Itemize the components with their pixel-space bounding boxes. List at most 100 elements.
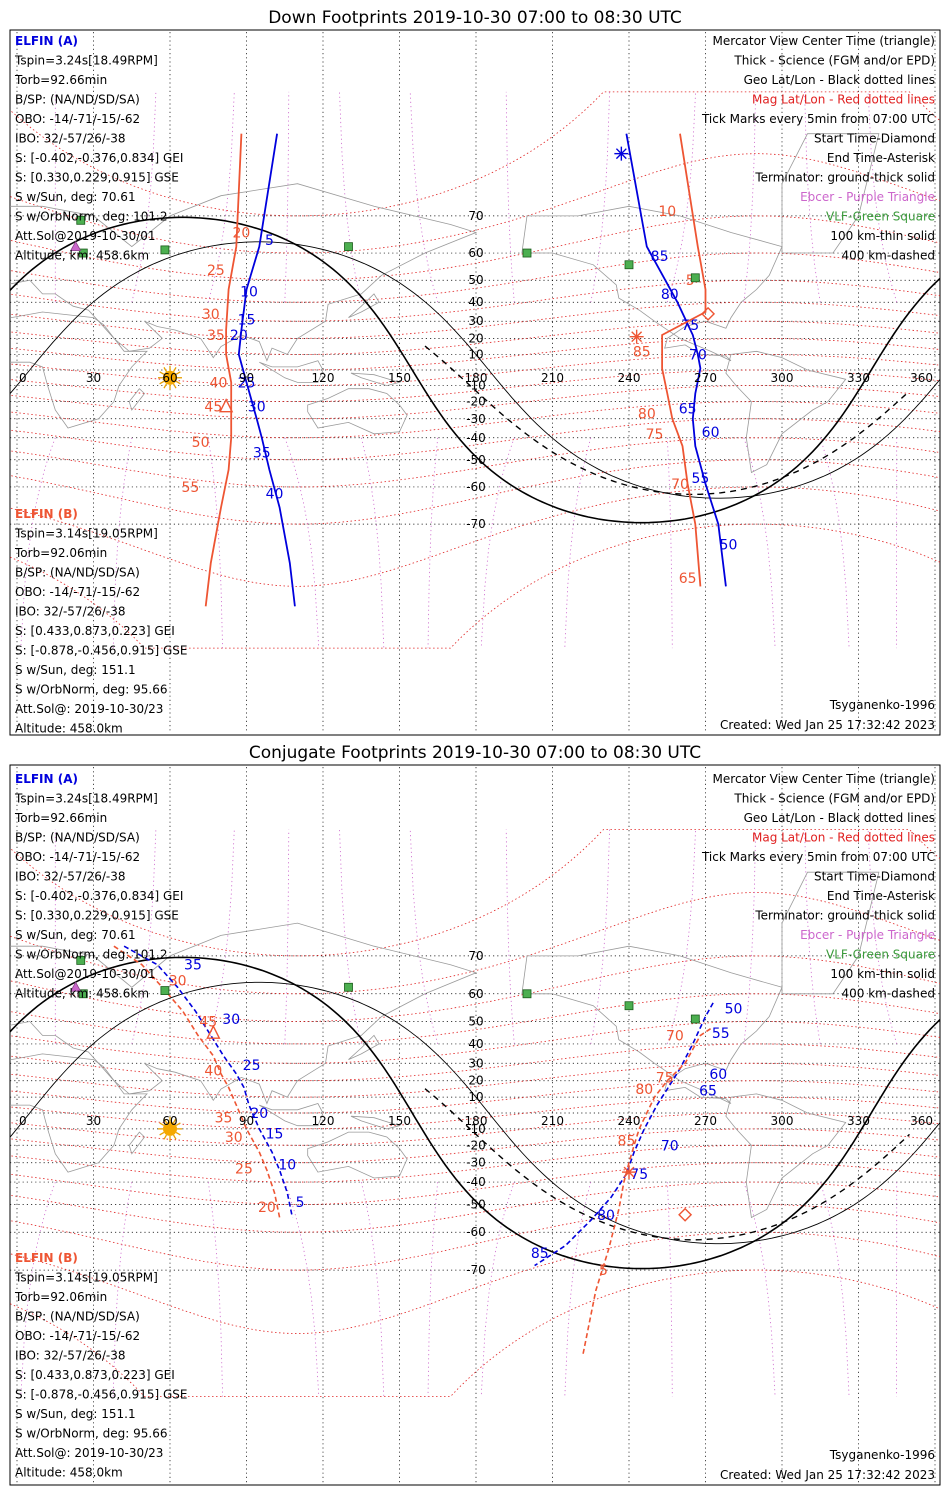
time-tick-label: 10 (658, 204, 676, 220)
x-tick-label: 330 (847, 1114, 870, 1128)
mag-meridian (284, 437, 320, 649)
elfin-a-info-line: Altitude, km: 458.6km (15, 249, 149, 263)
elfin-b-info-line: Torb=92.06min (14, 546, 107, 560)
time-tick-label: 30 (169, 973, 187, 989)
time-tick-label: 85 (618, 1133, 636, 1149)
time-tick-label: 40 (210, 375, 228, 391)
elfin-a-info-line: Torb=92.66min (14, 811, 107, 825)
time-tick-label: 60 (702, 425, 720, 441)
mag-meridian (284, 1181, 320, 1397)
terminator-layer (10, 216, 940, 524)
legend-entry: 100 km-thin solid (830, 967, 935, 981)
elfin-a-info-line: Tspin=3.24s[18.49RPM] (14, 792, 158, 806)
x-tick-label: 30 (86, 1114, 101, 1128)
y-tick-label: -50 (466, 1197, 486, 1211)
elfin-a-info-line: IBO: 32/-57/26/-38 (15, 132, 126, 146)
mag-meridian (480, 1181, 515, 1397)
mag-meridian (564, 1181, 592, 1397)
mag-meridian (284, 91, 290, 303)
elfin-a-info-line: Altitude, km: 458.6km (15, 987, 149, 1001)
elfin-a-info-line: S w/OrbNorm, deg: 101.2 (15, 948, 167, 962)
mag-meridian (867, 91, 898, 303)
x-tick-label: 30 (86, 371, 101, 385)
legend-entry: End Time-Asterisk (827, 889, 935, 903)
elfin-a-info-line: Att.Sol@2019-10-30/01 (15, 229, 156, 243)
legend-entry: Mag Lat/Lon - Red dotted lines (752, 831, 935, 845)
track-elfin-a (123, 945, 294, 1218)
elfin-b-info-line: S: [-0.878,-0.456,0.915] GSE (15, 644, 188, 658)
mag-meridian (427, 437, 439, 649)
x-tick-label: 180 (465, 1114, 488, 1128)
mag-parallel (10, 829, 940, 957)
terminator-100km (10, 981, 940, 1245)
coastline-layer (10, 133, 880, 474)
y-tick-label: -20 (466, 395, 486, 409)
legend-entry: Start Time-Diamond (814, 132, 935, 146)
mag-parallel (10, 1269, 940, 1397)
y-tick-label: -60 (466, 480, 486, 494)
time-tick-label: 30 (202, 307, 220, 323)
mag-meridian (666, 91, 696, 303)
coastline-layer (10, 871, 880, 1219)
elfin-b-info-line: B/SP: (NA/ND/SD/SA) (15, 1310, 140, 1324)
time-tick-label: 65 (679, 401, 697, 417)
elfin-a-info-line: Tspin=3.24s[18.49RPM] (14, 54, 158, 68)
x-tick-label: 60 (162, 1114, 177, 1128)
y-tick-label: -10 (466, 379, 486, 393)
elfin-a-info-line: S w/Sun, deg: 70.61 (15, 190, 136, 204)
elfin-b-info-line: B/SP: (NA/ND/SD/SA) (15, 566, 140, 580)
mag-meridian (207, 1182, 223, 1397)
mag-meridian (131, 829, 157, 1044)
coastline (10, 183, 478, 362)
time-tick-label: 20 (258, 1200, 276, 1216)
x-tick-label: 300 (771, 371, 794, 385)
y-tick-label: 10 (468, 1090, 483, 1104)
time-tick-label: 65 (699, 1084, 717, 1100)
terminator-400km (424, 345, 910, 496)
legend-entry: Mercator View Center Time (triangle) (713, 34, 935, 48)
created-timestamp: Created: Wed Jan 25 17:32:42 2023 (720, 718, 935, 732)
down-footprints-panel: Down Footprints 2019-10-30 07:00 to 08:3… (9, 8, 941, 736)
coastline (10, 922, 478, 1105)
x-tick-label: 180 (465, 371, 488, 385)
time-tick-label: 30 (248, 400, 266, 416)
time-tick-label: 55 (181, 480, 199, 496)
coastline (259, 360, 324, 383)
mag-meridian (505, 91, 515, 303)
coastline (350, 372, 401, 387)
mag-meridian (20, 1181, 56, 1397)
time-tick-label: 25 (238, 375, 256, 391)
mag-meridian (409, 91, 439, 303)
track-elfin-a (625, 133, 727, 587)
time-tick-label: 85 (531, 1246, 549, 1262)
annotation-layer: 0 30 60 90 120 150 180 210 240 270 300 330 360 -70 -60… (14, 772, 935, 1482)
elfin-b-header: ELFIN (B) (15, 1251, 78, 1265)
elfin-a-info-line: S: [0.330,0.229,0.915] GSE (15, 171, 179, 185)
y-tick-label: -70 (466, 1263, 486, 1277)
start-time-diamond (701, 306, 716, 321)
time-tick-label: 70 (671, 477, 689, 493)
elfin-b-info-line: OBO: -14/-71/-15/-62 (15, 1329, 140, 1343)
legend-entry: End Time-Asterisk (827, 151, 935, 165)
vlf-station-marker (624, 1001, 634, 1011)
y-tick-label: 70 (468, 949, 483, 963)
coastline (725, 350, 847, 474)
x-tick-label: 300 (771, 1114, 794, 1128)
time-tick-label: 15 (238, 312, 256, 328)
time-tick-label: 20 (232, 225, 250, 241)
y-tick-label: 40 (468, 295, 483, 309)
y-tick-label: 30 (468, 1056, 483, 1070)
elfin-b-info-line: IBO: 32/-57/26/-38 (15, 1349, 126, 1363)
mag-meridian (743, 91, 756, 303)
elfin-a-header: ELFIN (A) (15, 772, 78, 786)
time-tick-label: 20 (230, 328, 248, 344)
elfin-b-info-line: Tspin=3.14s[19.05RPM] (14, 1271, 158, 1285)
y-tick-label: 20 (468, 331, 483, 345)
model-label: Tsyganenko-1996 (829, 698, 935, 712)
sun-icon (158, 365, 182, 390)
legend-entry: 400 km-dashed (841, 249, 935, 263)
y-tick-label: 70 (468, 209, 483, 223)
annotation-layer: 0 30 60 90 120 150 180 210 240 270 300 330 360 -70 -60… (14, 34, 935, 736)
mag-parallel (10, 486, 940, 587)
x-tick-label: 150 (388, 1114, 411, 1128)
